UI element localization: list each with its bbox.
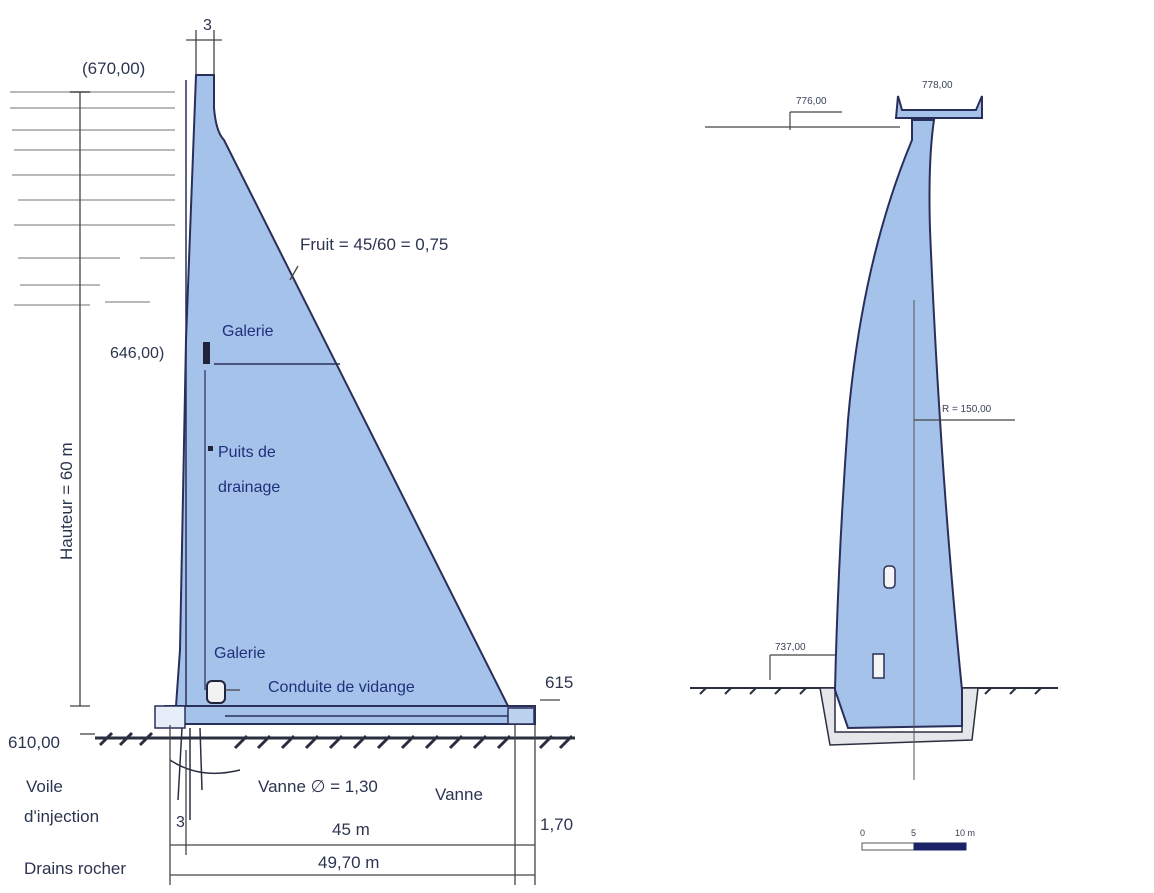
- toe-dimension-label: 1,70: [540, 815, 573, 834]
- foundation-elevation-label: 610,00: [8, 733, 60, 752]
- lower-gallery-label: Galerie: [214, 645, 266, 662]
- reservoir-water-lines: [10, 91, 175, 306]
- drainage-well-icon: [208, 446, 213, 451]
- arch-base-elevation-label: 737,00: [775, 642, 806, 653]
- gravity-dam-section: 3 (670,00) Hauteur = 60 m Fruit = 45/60 …: [8, 17, 575, 885]
- water-level-646-label: 646,00): [110, 345, 164, 362]
- grout-curtain: [169, 727, 241, 820]
- height-label: Hauteur = 60 m: [57, 442, 76, 560]
- drainage-well-label-1: Puits de: [218, 444, 276, 461]
- scale-bar: 0 5 10 m: [860, 828, 975, 851]
- gravity-dam-body: [174, 74, 510, 707]
- arch-crest-elevation-label: 778,00: [922, 80, 953, 91]
- arch-upper-gallery-icon: [883, 565, 896, 589]
- upper-gallery-icon: [203, 342, 210, 364]
- grout-curtain-label-1: Voile: [26, 777, 63, 796]
- drain-conduit-label: Conduite de vidange: [268, 679, 415, 696]
- base-45m-label: 45 m: [332, 820, 370, 839]
- rock-drains-label: Drains rocher: [24, 859, 126, 878]
- slope-label: Fruit = 45/60 = 0,75: [300, 235, 448, 254]
- foundation-ground: [95, 731, 575, 750]
- arch-dam-body: [833, 119, 963, 730]
- scale-5-label: 5: [911, 828, 916, 838]
- downstream-elevation-label: 615: [545, 673, 573, 692]
- dimension-lines: [70, 30, 560, 885]
- arch-radius-label: R = 150,00: [942, 404, 992, 415]
- drainage-well-label-2: drainage: [218, 479, 280, 496]
- arch-water-level-label: 776,00: [796, 96, 827, 107]
- lower-gallery-icon: [206, 680, 226, 704]
- grout-curtain-label-2: d'injection: [24, 807, 99, 826]
- crest-width-label: 3: [203, 17, 212, 34]
- total-base-label: 49,70 m: [318, 853, 379, 872]
- arch-dam-section: 778,00 776,00 R = 150,00 737,00 0 5 10 m: [690, 80, 1058, 851]
- arch-leaders: [705, 111, 1015, 680]
- arch-lower-gallery-icon: [872, 653, 885, 679]
- upper-gallery-label: Galerie: [222, 323, 274, 340]
- heel-dimension-label: 3: [176, 814, 185, 831]
- small-valve-label: Vanne: [435, 785, 483, 804]
- scale-0-label: 0: [860, 828, 865, 838]
- crest-elevation-label: (670,00): [82, 59, 145, 78]
- scale-10-label: 10 m: [955, 828, 975, 838]
- main-valve-label: Vanne ∅ = 1,30: [258, 777, 378, 796]
